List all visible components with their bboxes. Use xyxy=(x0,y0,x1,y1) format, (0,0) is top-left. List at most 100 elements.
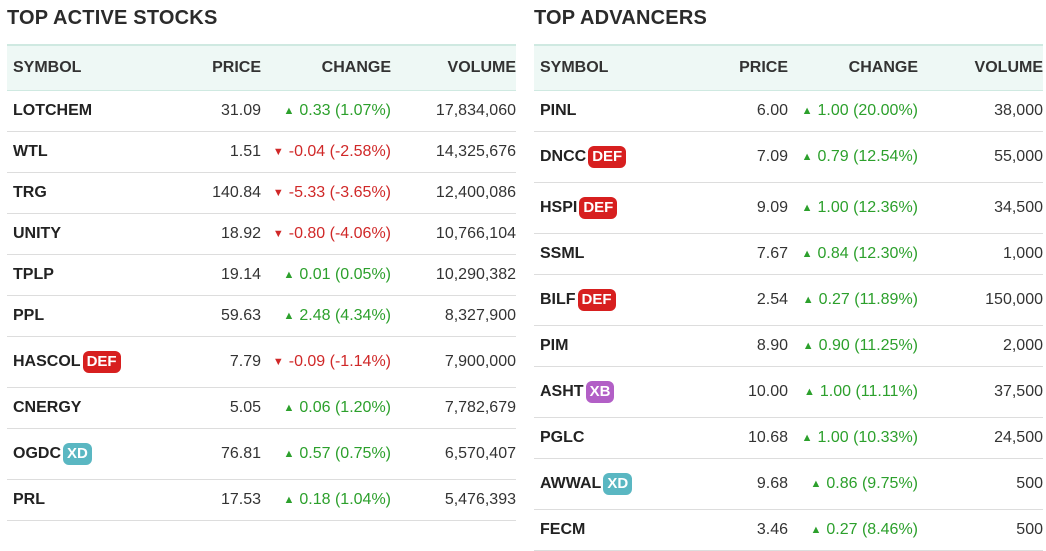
change-cell: ▼ -0.80 (-4.06%) xyxy=(261,225,391,243)
triangle-up-icon: ▲ xyxy=(801,151,813,163)
triangle-up-icon: ▲ xyxy=(283,310,295,322)
symbol-link[interactable]: OGDC xyxy=(13,445,61,462)
symbol-cell[interactable]: DNCC DEF xyxy=(534,146,704,168)
symbol-cell[interactable]: HSPI DEF xyxy=(534,197,704,219)
table-body: LOTCHEM 31.09 ▲ 0.33 (1.07%) 17,834,060 WTL 1.… xyxy=(7,91,516,521)
table-row[interactable]: LOTCHEM 31.09 ▲ 0.33 (1.07%) 17,834,060 xyxy=(7,91,516,132)
triangle-up-icon: ▲ xyxy=(801,202,813,214)
table-row[interactable]: PRL 17.53 ▲ 0.18 (1.04%) 5,476,393 xyxy=(7,480,516,521)
change-cell: ▲ 0.06 (1.20%) xyxy=(261,399,392,417)
table-row[interactable]: SSML 7.67 ▲ 0.84 (12.30%) 1,000 xyxy=(534,234,1043,275)
symbol-cell[interactable]: AWWAL XD xyxy=(534,473,704,495)
symbol-link[interactable]: ASHT xyxy=(540,383,584,400)
symbol-link[interactable]: FECM xyxy=(540,521,586,538)
table-row[interactable]: PINL 6.00 ▲ 1.00 (20.00%) 38,000 xyxy=(534,91,1043,132)
symbol-cell[interactable]: SSML xyxy=(534,245,704,263)
change-value: -0.09 (-1.14%) xyxy=(288,353,391,370)
triangle-up-icon: ▲ xyxy=(801,248,813,260)
change-cell: ▲ 1.00 (10.33%) xyxy=(788,429,918,447)
table-row[interactable]: PPL 59.63 ▲ 2.48 (4.34%) 8,327,900 xyxy=(7,296,516,337)
symbol-cell[interactable]: OGDC XD xyxy=(7,443,177,465)
triangle-up-icon: ▲ xyxy=(283,402,295,414)
price-cell: 17.53 xyxy=(220,491,261,508)
symbol-link[interactable]: HSPI xyxy=(540,199,578,216)
symbol-link[interactable]: PRL xyxy=(13,491,45,508)
symbol-cell[interactable]: HASCOL DEF xyxy=(7,351,177,373)
triangle-up-icon: ▲ xyxy=(810,478,822,490)
table-row[interactable]: PIM 8.90 ▲ 0.90 (11.25%) 2,000 xyxy=(534,326,1043,367)
symbol-link[interactable]: PGLC xyxy=(540,429,585,446)
table-row[interactable]: PGLC 10.68 ▲ 1.00 (10.33%) 24,500 xyxy=(534,418,1043,459)
symbol-cell[interactable]: PGLC xyxy=(534,429,704,447)
symbol-cell[interactable]: PIM xyxy=(534,337,704,355)
volume-cell: 6,570,407 xyxy=(444,445,516,462)
table-row[interactable]: DNCC DEF 7.09 ▲ 0.79 (12.54%) 55,000 xyxy=(534,132,1043,183)
symbol-link[interactable]: AWWAL xyxy=(540,475,602,492)
table-row[interactable]: TRG 140.84 ▼ -5.33 (-3.65%) 12,400,086 xyxy=(7,173,516,214)
triangle-up-icon: ▲ xyxy=(810,524,822,536)
change-value: 1.00 (12.36%) xyxy=(817,199,918,216)
table-header: SYMBOL PRICE CHANGE VOLUME xyxy=(7,44,516,91)
symbol-cell[interactable]: WTL xyxy=(7,143,177,161)
table-row[interactable]: CNERGY 5.05 ▲ 0.06 (1.20%) 7,782,679 xyxy=(7,388,516,429)
symbol-cell[interactable]: PRL xyxy=(7,491,177,509)
symbol-link[interactable]: DNCC xyxy=(540,148,587,165)
column-header-change[interactable]: CHANGE xyxy=(321,59,391,76)
column-header-symbol[interactable]: SYMBOL xyxy=(540,59,609,76)
price-cell: 7.09 xyxy=(756,148,788,165)
table-row[interactable]: WTL 1.51 ▼ -0.04 (-2.58%) 14,325,676 xyxy=(7,132,516,173)
table-header: SYMBOL PRICE CHANGE VOLUME xyxy=(534,44,1043,91)
table-row[interactable]: HASCOL DEF 7.79 ▼ -0.09 (-1.14%) 7,900,000 xyxy=(7,337,516,388)
price-cell: 5.05 xyxy=(229,399,261,416)
column-header-volume[interactable]: VOLUME xyxy=(447,59,516,76)
symbol-link[interactable]: PIM xyxy=(540,337,569,354)
column-header-price[interactable]: PRICE xyxy=(739,59,788,76)
symbol-cell[interactable]: ASHT XB xyxy=(534,381,704,403)
table-row[interactable]: HSPI DEF 9.09 ▲ 1.00 (12.36%) 34,500 xyxy=(534,183,1043,234)
top-advancers-panel: TOP ADVANCERS SYMBOL PRICE CHANGE VOLUME… xyxy=(534,0,1043,551)
change-cell: ▲ 0.27 (11.89%) xyxy=(788,291,918,309)
symbol-link[interactable]: TPLP xyxy=(13,266,54,283)
symbol-link[interactable]: UNITY xyxy=(13,225,61,242)
symbol-cell[interactable]: UNITY xyxy=(7,225,177,243)
symbol-link[interactable]: PINL xyxy=(540,102,577,119)
table-row[interactable]: TPLP 19.14 ▲ 0.01 (0.05%) 10,290,382 xyxy=(7,255,516,296)
price-cell: 59.63 xyxy=(220,307,261,324)
volume-cell: 12,400,086 xyxy=(435,184,516,201)
table-row[interactable]: BILF DEF 2.54 ▲ 0.27 (11.89%) 150,000 xyxy=(534,275,1043,326)
table-row[interactable]: ASHT XB 10.00 ▲ 1.00 (11.11%) 37,500 xyxy=(534,367,1043,418)
price-cell: 18.92 xyxy=(220,225,261,242)
symbol-link[interactable]: PPL xyxy=(13,307,45,324)
symbol-link[interactable]: SSML xyxy=(540,245,585,262)
symbol-cell[interactable]: BILF DEF xyxy=(534,289,704,311)
volume-cell: 34,500 xyxy=(994,199,1043,216)
symbol-cell[interactable]: TPLP xyxy=(7,266,177,284)
change-cell: ▲ 0.90 (11.25%) xyxy=(788,337,918,355)
change-value: -0.04 (-2.58%) xyxy=(288,143,391,160)
symbol-link[interactable]: CNERGY xyxy=(13,399,82,416)
table-row[interactable]: AWWAL XD 9.68 ▲ 0.86 (9.75%) 500 xyxy=(534,459,1043,510)
price-cell: 1.51 xyxy=(229,143,261,160)
symbol-link[interactable]: BILF xyxy=(540,291,576,308)
volume-cell: 7,900,000 xyxy=(444,353,516,370)
table-row[interactable]: UNITY 18.92 ▼ -0.80 (-4.06%) 10,766,104 xyxy=(7,214,516,255)
triangle-up-icon: ▲ xyxy=(283,448,295,460)
price-cell: 3.46 xyxy=(756,521,788,538)
symbol-link[interactable]: HASCOL xyxy=(13,353,81,370)
symbol-link[interactable]: LOTCHEM xyxy=(13,102,93,119)
symbol-link[interactable]: WTL xyxy=(13,143,48,160)
column-header-volume[interactable]: VOLUME xyxy=(974,59,1043,76)
price-cell: 19.14 xyxy=(220,266,261,283)
table-row[interactable]: FECM 3.46 ▲ 0.27 (8.46%) 500 xyxy=(534,510,1043,551)
column-header-symbol[interactable]: SYMBOL xyxy=(13,59,82,76)
symbol-cell[interactable]: PINL xyxy=(534,102,704,120)
symbol-cell[interactable]: FECM xyxy=(534,521,704,539)
column-header-price[interactable]: PRICE xyxy=(212,59,261,76)
column-header-change[interactable]: CHANGE xyxy=(848,59,918,76)
symbol-cell[interactable]: PPL xyxy=(7,307,177,325)
table-row[interactable]: OGDC XD 76.81 ▲ 0.57 (0.75%) 6,570,407 xyxy=(7,429,516,480)
symbol-cell[interactable]: CNERGY xyxy=(7,399,177,417)
symbol-link[interactable]: TRG xyxy=(13,184,47,201)
symbol-cell[interactable]: LOTCHEM xyxy=(7,102,177,120)
symbol-cell[interactable]: TRG xyxy=(7,184,177,202)
